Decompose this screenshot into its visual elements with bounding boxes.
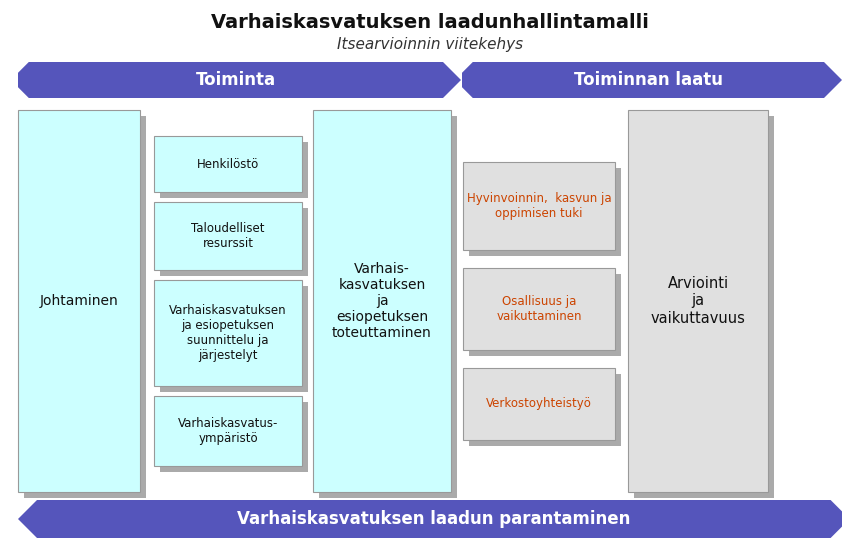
FancyBboxPatch shape (154, 396, 302, 466)
FancyBboxPatch shape (160, 142, 308, 198)
Text: Varhaiskasvatus-
ympäristö: Varhaiskasvatus- ympäristö (178, 417, 278, 445)
FancyBboxPatch shape (154, 280, 302, 386)
Polygon shape (18, 62, 461, 98)
Text: Verkostoyhteistyö: Verkostoyhteistyö (486, 398, 592, 411)
FancyBboxPatch shape (160, 402, 308, 472)
Text: Toiminnan laatu: Toiminnan laatu (574, 71, 723, 89)
FancyBboxPatch shape (154, 136, 302, 192)
FancyBboxPatch shape (160, 286, 308, 392)
Text: Toiminta: Toiminta (196, 71, 276, 89)
FancyBboxPatch shape (160, 208, 308, 276)
FancyBboxPatch shape (463, 268, 615, 350)
Text: Henkilöstö: Henkilöstö (197, 158, 259, 170)
Text: Johtaminen: Johtaminen (40, 294, 119, 308)
FancyBboxPatch shape (469, 374, 621, 446)
Polygon shape (462, 62, 842, 98)
Text: Osallisuus ja
vaikuttaminen: Osallisuus ja vaikuttaminen (496, 295, 581, 323)
FancyBboxPatch shape (634, 116, 774, 498)
Text: Varhaiskasvatuksen
ja esiopetuksen
suunnittelu ja
järjestelyt: Varhaiskasvatuksen ja esiopetuksen suunn… (169, 304, 287, 362)
FancyBboxPatch shape (24, 116, 146, 498)
Text: Hyvinvoinnin,  kasvun ja
oppimisen tuki: Hyvinvoinnin, kasvun ja oppimisen tuki (467, 192, 611, 220)
FancyBboxPatch shape (463, 162, 615, 250)
FancyBboxPatch shape (313, 110, 451, 492)
FancyBboxPatch shape (154, 202, 302, 270)
FancyBboxPatch shape (469, 168, 621, 256)
Text: Varhaiskasvatuksen laadunhallintamalli: Varhaiskasvatuksen laadunhallintamalli (211, 12, 649, 32)
Text: Taloudelliset
resurssit: Taloudelliset resurssit (191, 222, 265, 250)
FancyBboxPatch shape (628, 110, 768, 492)
Polygon shape (18, 500, 842, 538)
Text: Itsearvioinnin viitekehys: Itsearvioinnin viitekehys (337, 37, 523, 51)
Text: Varhaiskasvatuksen laadun parantaminen: Varhaiskasvatuksen laadun parantaminen (237, 510, 630, 528)
FancyBboxPatch shape (469, 274, 621, 356)
FancyBboxPatch shape (463, 368, 615, 440)
Text: Arviointi
ja
vaikuttavuus: Arviointi ja vaikuttavuus (650, 276, 746, 326)
Text: Varhais-
kasvatuksen
ja
esiopetuksen
toteuttaminen: Varhais- kasvatuksen ja esiopetuksen tot… (332, 262, 432, 340)
FancyBboxPatch shape (18, 110, 140, 492)
FancyBboxPatch shape (319, 116, 457, 498)
